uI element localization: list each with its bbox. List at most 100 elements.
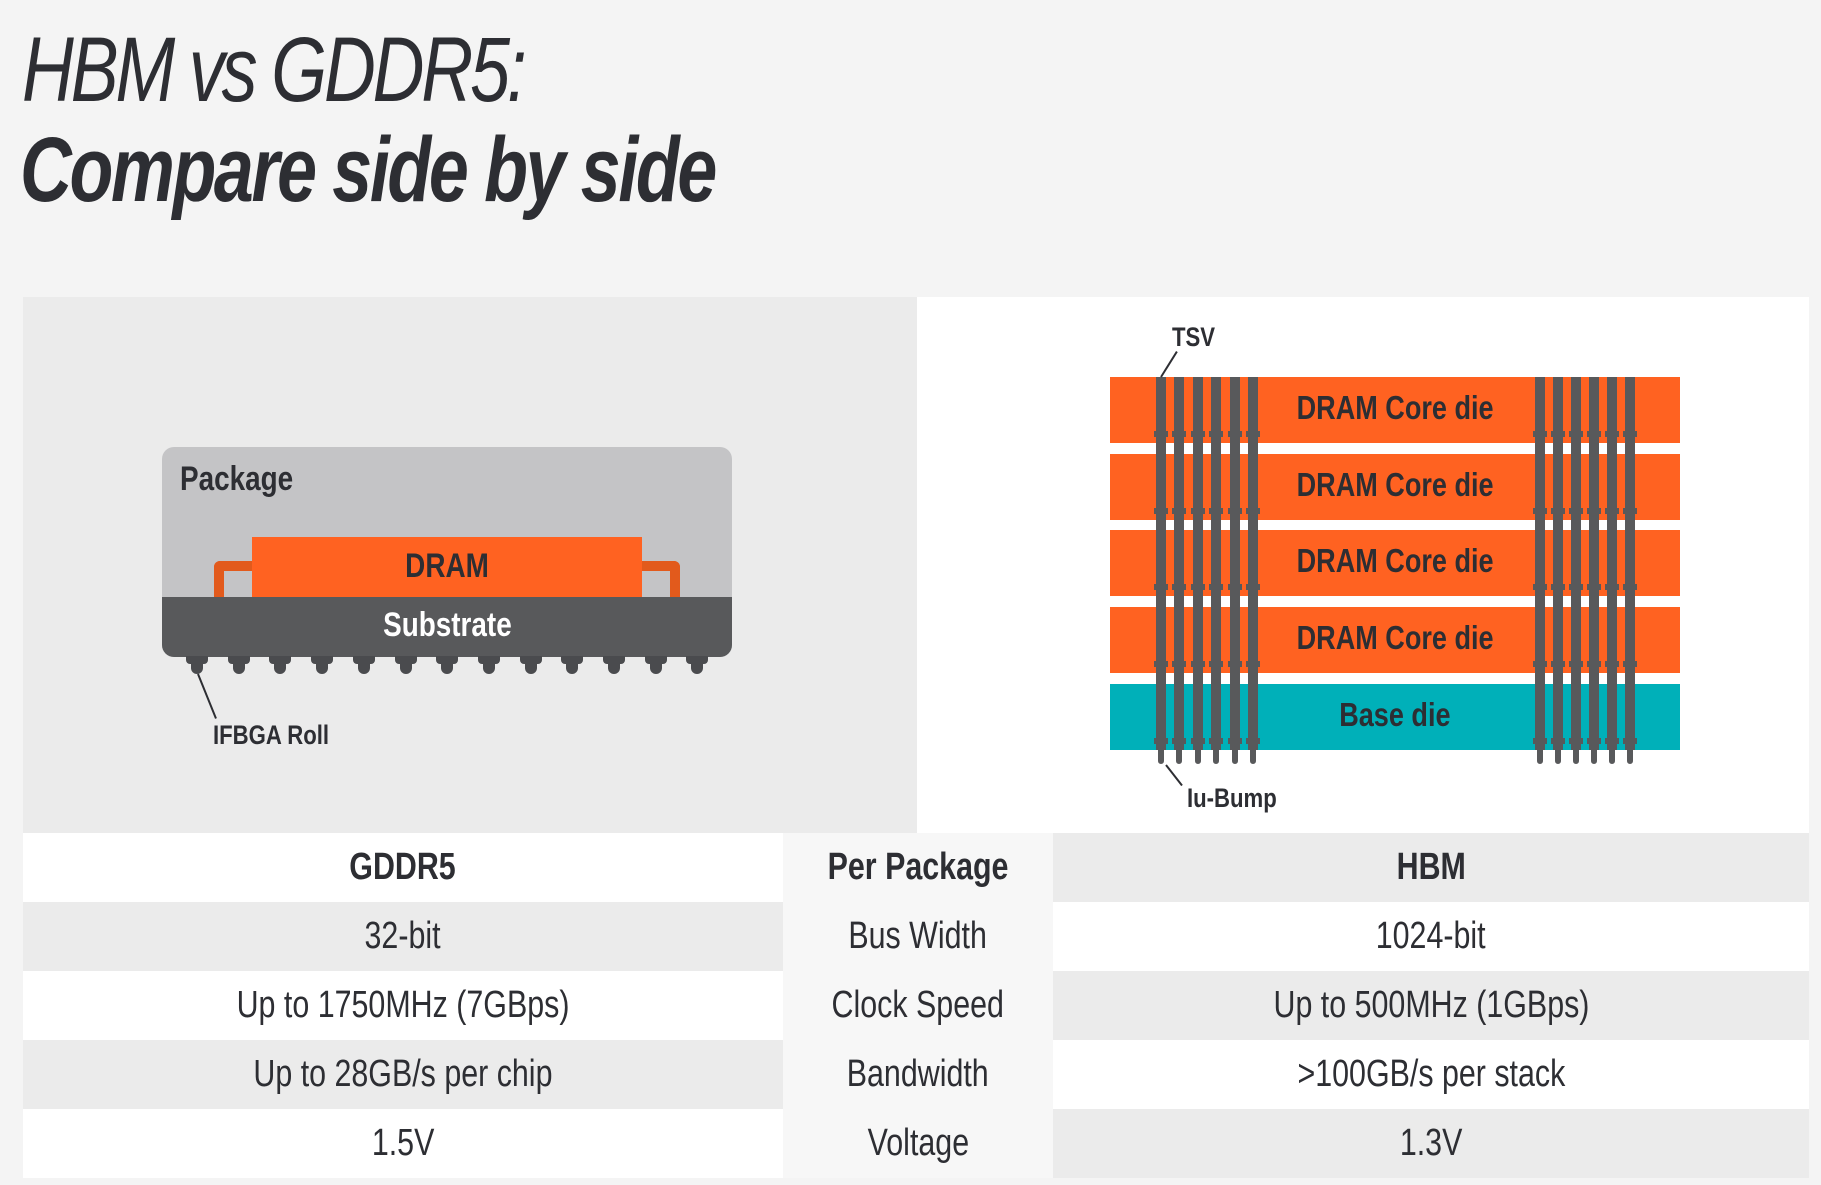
tsv-pad [1228, 508, 1242, 514]
tsv-pad [1605, 584, 1619, 590]
title-line-2: Compare side by side [20, 119, 717, 221]
tsv-pad [1569, 431, 1583, 437]
tsv-pad [1587, 738, 1601, 744]
tsv-pad [1605, 508, 1619, 514]
tsv-pad [1551, 508, 1565, 514]
gddr5-value: Up to 28GB/s per chip [23, 1040, 783, 1109]
tsv-pad [1551, 584, 1565, 590]
solder-ball [644, 656, 667, 674]
spec-name: Bus Width [783, 902, 1053, 971]
die-label: DRAM Core die [1296, 619, 1494, 656]
tsv-pad [1569, 584, 1583, 590]
tsv-pad [1228, 431, 1242, 437]
tsv-pad [1172, 738, 1186, 744]
tsv-pad [1605, 661, 1619, 667]
solder-ball [436, 656, 459, 674]
tsv-pad [1209, 431, 1223, 437]
tsv-pad [1246, 738, 1260, 744]
tsv-pad [1587, 584, 1601, 590]
wire-bond-left [214, 561, 264, 601]
tsv-pad [1587, 508, 1601, 514]
tsv-pad [1191, 584, 1205, 590]
tsv-label: TSV [1172, 322, 1216, 352]
tsv-pad [1209, 584, 1223, 590]
ifbga-label: IFBGA Roll [213, 720, 330, 750]
tsv-pad [1209, 738, 1223, 744]
tsv-pad [1191, 508, 1205, 514]
tsv-pad [1587, 661, 1601, 667]
tsv-column [1553, 377, 1563, 750]
title-line-1: HBM vs GDDR5: [22, 19, 527, 121]
tsv-pad [1209, 661, 1223, 667]
solder-ball [603, 656, 625, 674]
tsv-column [1571, 377, 1581, 750]
tsv-pad [1569, 508, 1583, 514]
tsv-pad [1172, 661, 1186, 667]
tsv-column [1248, 377, 1258, 750]
hbm-value: 1.3V [1053, 1109, 1809, 1178]
micro-bump [1213, 750, 1219, 764]
tsv-pad [1172, 431, 1186, 437]
micro-bump [1250, 750, 1256, 764]
tsv-pad [1623, 661, 1637, 667]
tsv-pad [1191, 431, 1205, 437]
gddr5-value: 32-bit [23, 902, 783, 971]
tsv-pad [1209, 508, 1223, 514]
tsv-pad [1533, 738, 1547, 744]
hbm-value: Up to 500MHz (1GBps) [1053, 971, 1809, 1040]
tsv-pad [1533, 431, 1547, 437]
header-hbm: HBM [1053, 833, 1809, 902]
tsv-pad [1623, 584, 1637, 590]
spec-name: Voltage [783, 1109, 1053, 1178]
solder-ball [561, 656, 584, 674]
tsv-pad [1623, 508, 1637, 514]
header-gddr5: GDDR5 [23, 833, 783, 902]
die-label: DRAM Core die [1296, 389, 1494, 426]
die-label: DRAM Core die [1296, 466, 1494, 503]
substrate-label: Substrate [382, 606, 512, 644]
gddr5-value: Up to 1750MHz (7GBps) [23, 971, 783, 1040]
solder-ball [269, 656, 292, 674]
micro-bump [1609, 750, 1615, 764]
tsv-pad [1605, 431, 1619, 437]
tsv-column [1607, 377, 1617, 750]
tsv-column [1193, 377, 1203, 750]
hbm-value: 1024-bit [1053, 902, 1809, 971]
tsv-pad [1246, 431, 1260, 437]
tsv-column [1174, 377, 1184, 750]
tsv-pad [1623, 738, 1637, 744]
dram-label: DRAM [405, 547, 489, 585]
tsv-pad [1228, 661, 1242, 667]
die-label: DRAM Core die [1296, 542, 1494, 579]
tsv-column [1211, 377, 1221, 750]
tsv-pad [1154, 584, 1168, 590]
spec-name: Clock Speed [783, 971, 1053, 1040]
tsv-column [1535, 377, 1545, 750]
tsv-pad [1605, 738, 1619, 744]
gddr5-value: 1.5V [23, 1109, 783, 1178]
tsv-column [1589, 377, 1599, 750]
solder-ball [394, 656, 417, 674]
solder-ball [227, 656, 250, 674]
table-header-row: GDDR5 Per Package HBM [23, 833, 1809, 902]
micro-bump [1555, 750, 1561, 764]
tsv-pad [1569, 661, 1583, 667]
hbm-value: >100GB/s per stack [1053, 1040, 1809, 1109]
table-row: Up to 1750MHz (7GBps) Clock Speed Up to … [23, 971, 1809, 1040]
tsv-pad [1246, 584, 1260, 590]
dram-core-die [1110, 377, 1680, 443]
micro-bump [1627, 750, 1633, 764]
tsv-pad [1587, 431, 1601, 437]
base-die [1110, 684, 1680, 750]
tsv-pad [1154, 738, 1168, 744]
solder-ball [311, 656, 334, 674]
solder-ball [686, 656, 709, 674]
tsv-pad [1623, 431, 1637, 437]
tsv-pad [1551, 661, 1565, 667]
micro-bump [1537, 750, 1543, 764]
tsv-column [1156, 377, 1166, 750]
tsv-pad [1191, 738, 1205, 744]
tsv-pad [1551, 738, 1565, 744]
die-label: Base die [1339, 696, 1451, 733]
header-per-package: Per Package [783, 833, 1053, 902]
